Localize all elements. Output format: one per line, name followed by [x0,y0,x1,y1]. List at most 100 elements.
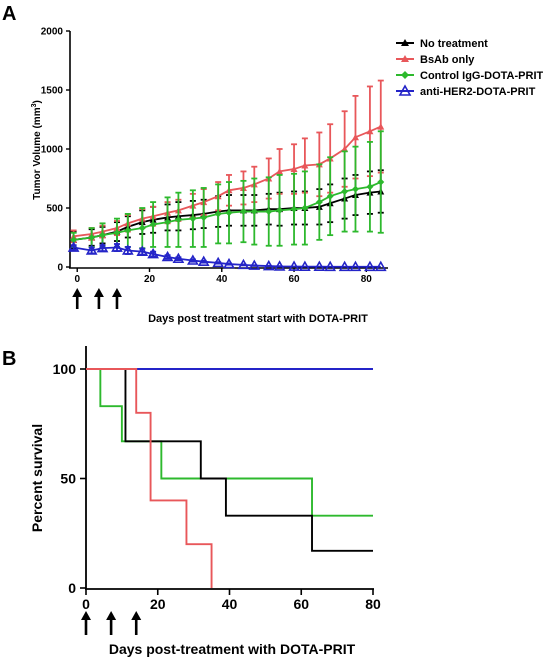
chart-a-data-point [290,165,298,173]
chart-b-y-tick-label: 50 [60,471,76,487]
chart-a-data-point [299,260,311,271]
chart-a-data-point [315,198,323,206]
chart-a-y-tick-label: 2000 [41,27,64,38]
chart-a-data-point [341,145,349,152]
chart-a-data-point [70,236,78,244]
chart-a-data-point [113,229,121,237]
chart-b-x-tick-label: 40 [222,596,238,612]
chart-a-x-axis-title: Days post treatment start with DOTA-PRIT [148,313,368,325]
chart-a-series-line [73,246,381,268]
chart-a-data-point [364,260,376,272]
chart-a-x-tick-label: 0 [74,274,80,285]
chart-a-dosing-arrow-3-head [111,288,122,297]
chart-a-y-tick-label: 1500 [41,86,64,97]
chart-a-data-point [239,208,247,216]
legend-item-no-treatment: No treatment [396,38,488,50]
chart-a-data-point [96,241,109,253]
legend-label-anti-her2: anti-HER2-DOTA-PRIT [420,86,536,98]
chart-a-data-point [248,259,261,270]
chart-a-data-point [212,256,225,268]
chart-a-data-point [99,231,107,239]
chart-a-data-point [67,241,80,252]
chart-b-y-axis-title: Percent survival [29,424,45,532]
chart-a-data-point [349,260,362,272]
chart-b-survival-curve-3 [86,368,373,552]
chart-b-x-tick-label: 60 [293,596,309,612]
chart-a-data-point [149,221,157,229]
legend-marker-green-diamond [401,71,409,79]
legend-label-bsab-only: BsAb only [420,54,475,66]
chart-a-data-point [225,209,233,217]
chart-a-data-point [186,254,199,265]
chart-b-dosing-arrow-1-head [81,611,91,620]
chart-b-survival-curve-4 [86,368,213,588]
chart-a-data-point [147,247,159,259]
chart-a-series-3 [70,130,385,250]
chart-b-x-tick-label: 80 [365,596,381,612]
chart-a-data-point [88,234,96,241]
chart-a-data-point [276,167,284,175]
chart-a-data-point [172,252,185,264]
chart-a-data-point [341,187,349,195]
chart-b-x-axis-title: Days post-treatment with DOTA-PRIT [109,641,356,657]
chart-a-data-point [351,185,359,193]
chart-a-data-point [374,260,387,272]
legend-item-bsab-only: BsAb only [396,54,475,66]
chart-a-data-point [265,208,273,216]
chart-a-y-tick-label: 500 [46,204,63,215]
chart-b-y-tick-label: 100 [53,361,77,377]
chart-b-y-tick-label: 0 [68,580,76,596]
chart-a-y-axis-title: Tumor Volume (mm3) [31,100,43,200]
chart-b-x-tick-label: 20 [150,596,166,612]
chart-a-data-point [189,215,197,223]
chart-a-data-point [161,250,174,262]
chart-a-data-point [351,133,359,141]
chart-a-data-point [276,206,284,214]
legend-item-anti-her2: anti-HER2-DOTA-PRIT [396,84,536,98]
chart-a-dosing-arrow-1-head [72,288,83,297]
chart-a-data-point [237,258,250,270]
chart-b-dosing-arrow-2-head [106,611,117,620]
chart-a-legend: No treatment BsAb only Control IgG-DOTA-… [396,38,543,98]
chart-a-data-point [273,260,286,271]
chart-a-data-point [301,204,309,212]
chart-a-series-4 [67,241,387,272]
chart-a-data-point [262,259,275,271]
chart-a-y-tick-label: 1000 [41,145,64,156]
chart-b-dosing-arrow-3-head [131,611,142,620]
chart-b-survival-curve-2 [86,368,373,517]
chart-a-x-tick-label: 60 [288,274,300,285]
chart-a-data-point [124,226,132,234]
chart-b-x-tick-label: 0 [82,596,90,612]
chart-a-data-point [111,241,123,252]
chart-a-data-point [326,192,334,200]
chart-a-data-point [313,260,326,271]
legend-item-control-igg: Control IgG-DOTA-PRIT [396,70,543,82]
chart-a-data-point [366,183,374,191]
chart-a-data-point [288,260,300,271]
panel-a-label: A [2,3,16,25]
chart-a-data-point [250,208,258,216]
chart-a-y-tick-label: 0 [57,263,63,274]
chart-a-data-point [377,178,385,186]
chart-a-data-point [290,205,298,213]
legend-marker-black-triangle [401,39,409,46]
chart-a-x-tick-label: 80 [361,274,373,285]
chart-a-data-point [338,260,351,272]
chart-a-data-point [197,255,210,266]
legend-label-control-igg: Control IgG-DOTA-PRIT [420,70,543,82]
chart-a-data-point [301,162,309,169]
legend-marker-blue-open-triangle [398,84,412,96]
chart-a-data-point [377,123,385,130]
chart-a-data-point [138,224,146,232]
chart-a-data-point [324,260,337,272]
chart-a-data-point [200,213,208,221]
legend-marker-red-triangle [401,55,409,62]
chart-a-data-point [121,244,134,255]
chart-a-data-point [214,210,222,218]
chart-a-data-point [136,245,149,256]
chart-a-data-point [223,257,235,269]
legend-label-no-treatment: No treatment [420,38,488,50]
tumor-volume-chart: 0 500 1000 1500 2000 0 20 40 60 80 [41,27,388,309]
